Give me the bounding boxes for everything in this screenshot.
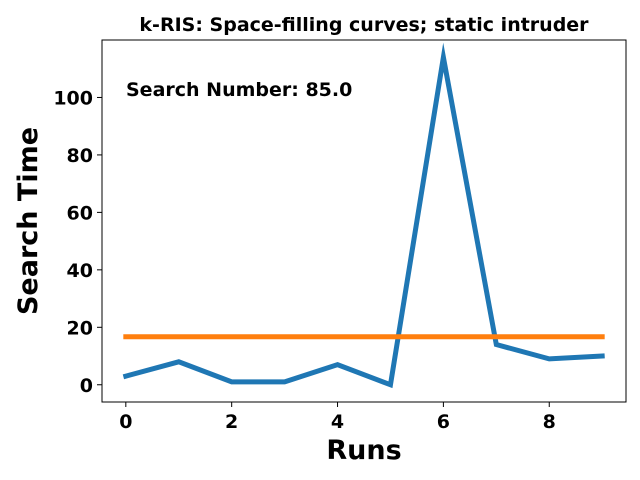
y-tick-label: 60 xyxy=(67,202,93,224)
y-tick-label: 40 xyxy=(67,260,93,282)
x-axis: 0 2 4 6 8 xyxy=(119,402,556,433)
x-tick-label: 0 xyxy=(119,411,132,433)
y-tick-label: 0 xyxy=(80,375,93,397)
plot-area xyxy=(101,39,627,403)
y-tick-label: 80 xyxy=(67,145,93,167)
series-layer xyxy=(122,42,605,389)
x-tick-label: 2 xyxy=(225,411,238,433)
search-number-annotation: Search Number: 85.0 xyxy=(126,79,352,101)
y-axis: 0 20 40 60 80 100 xyxy=(53,87,102,397)
x-tick-label: 6 xyxy=(437,411,450,433)
series-line-1 xyxy=(122,42,605,389)
x-tick-label: 8 xyxy=(543,411,556,433)
y-axis-label: Search Time xyxy=(13,127,44,315)
y-tick-label: 100 xyxy=(53,87,93,109)
x-tick-label: 4 xyxy=(331,411,344,433)
x-axis-label: Runs xyxy=(326,435,401,466)
chart-title: k-RIS: Space-filling curves; static intr… xyxy=(139,14,589,36)
y-tick-label: 20 xyxy=(67,317,93,339)
